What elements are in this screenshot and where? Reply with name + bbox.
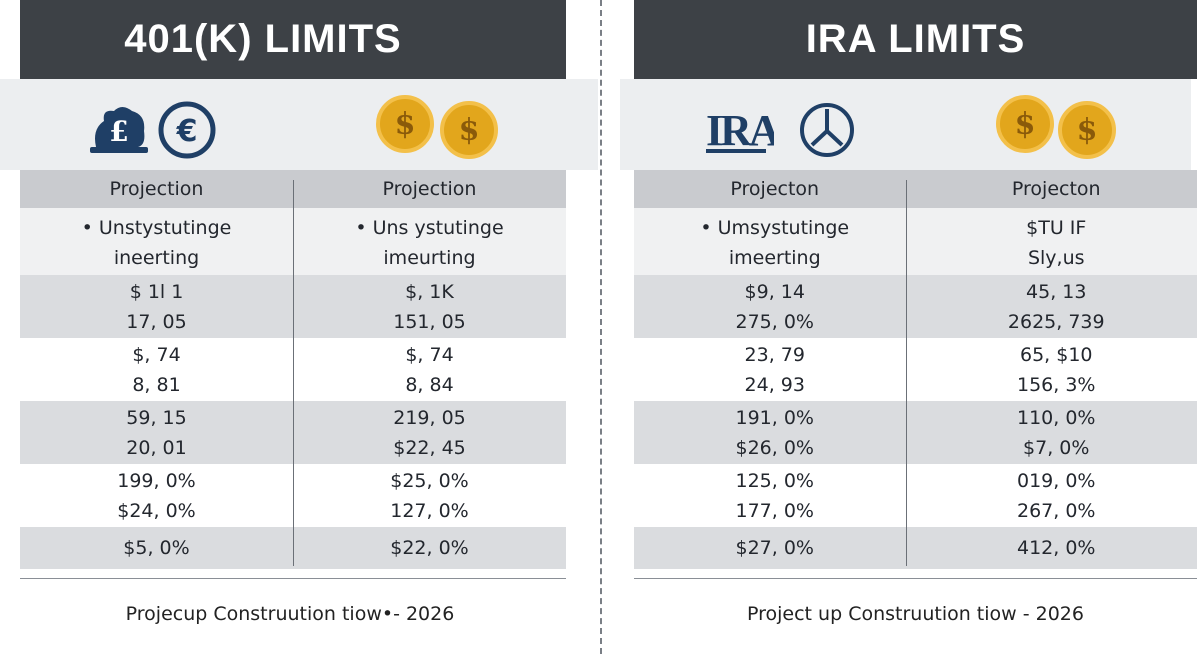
table-cell: • Uns ystutinge imeurting	[355, 217, 504, 269]
column-header: Projecton	[1011, 178, 1101, 200]
table-cell: 125, 0% 177, 0%	[735, 470, 815, 522]
table-row: 125, 0% 177, 0% 019, 0% 267, 0%	[634, 464, 1197, 527]
dollar-coin-icon: $	[1058, 101, 1116, 159]
ira-logo-icon: IRA	[706, 106, 774, 155]
panel-footer: Project up Construution tiow - 2026	[747, 603, 1084, 625]
table-cell: $TU IF Sly,us	[1026, 217, 1087, 269]
column-header: Projection	[109, 178, 204, 200]
peace-clock-icon	[800, 103, 854, 157]
icon-band: IRA $ $	[620, 79, 1191, 170]
column-divider	[293, 180, 294, 566]
table-cell: 110, 0% $7, 0%	[1017, 407, 1096, 459]
table-cell: 191, 0% $26, 0%	[735, 407, 815, 459]
panel-header: IRA LIMITS	[634, 0, 1197, 79]
dollar-coin-icon: $	[376, 95, 434, 153]
panel-ira: IRA LIMITS IRA $ $ Projecton Projecton •…	[620, 0, 1197, 625]
table-cell: 45, 13 2625, 739	[1007, 281, 1105, 333]
table-cell: • Umsystutinge imeerting	[700, 217, 850, 269]
table-cell: 65, $10 156, 3%	[1017, 344, 1096, 396]
piggy-bank-pound-icon: £	[90, 107, 148, 153]
table-cell: 59, 15 20, 01	[126, 407, 187, 459]
table-bottom-rule	[634, 578, 1197, 579]
table-cell: $5, 0%	[123, 537, 190, 559]
center-dashed-divider	[600, 0, 602, 654]
panel-title: IRA LIMITS	[805, 17, 1026, 61]
euro-coin-icon: €	[158, 101, 216, 159]
svg-text:£: £	[109, 115, 128, 148]
icon-band: £ € $ $	[0, 79, 598, 170]
table-header-row: Projecton Projecton	[634, 170, 1197, 208]
table-row: $, 74 8, 81 $, 74 8, 84	[20, 338, 566, 401]
table-bottom-rule	[20, 578, 566, 579]
table-cell: $, 1K 151, 05	[393, 281, 466, 333]
table-cell: $, 74 8, 81	[132, 344, 181, 396]
panel-footer: Projecup Construution tiow•- 2026	[125, 603, 455, 625]
column-header: Projection	[382, 178, 477, 200]
table-row: 199, 0% $24, 0% $25, 0% 127, 0%	[20, 464, 566, 527]
table-cell: $25, 0% 127, 0%	[390, 470, 469, 522]
column-header: Projecton	[730, 178, 820, 200]
table-cell: $22, 0%	[390, 537, 469, 559]
dollar-coin-icon: $	[440, 101, 498, 159]
table-cell: 019, 0% 267, 0%	[1017, 470, 1096, 522]
table-row: $9, 14 275, 0% 45, 13 2625, 739	[634, 275, 1197, 338]
table-cell: • Unstystutinge ineerting	[81, 217, 232, 269]
panel-title: 401(K) LIMITS	[124, 17, 402, 61]
svg-text:€: €	[176, 114, 198, 149]
table-cell: 412, 0%	[1017, 537, 1096, 559]
panel-401k: 401(K) LIMITS £ € $ $ Projection Project…	[0, 0, 598, 625]
table-cell: $ 1l 1 17, 05	[126, 281, 187, 333]
table-cell: $, 74 8, 84	[405, 344, 454, 396]
limits-table: Projecton Projecton • Umsystutinge imeer…	[634, 170, 1197, 569]
table-cell: 219, 05 $22, 45	[393, 407, 466, 459]
table-row: $27, 0% 412, 0%	[634, 527, 1197, 569]
table-cell: 199, 0% $24, 0%	[117, 470, 196, 522]
panel-header: 401(K) LIMITS	[20, 0, 566, 79]
table-row: 191, 0% $26, 0% 110, 0% $7, 0%	[634, 401, 1197, 464]
table-row: • Umsystutinge imeerting $TU IF Sly,us	[634, 208, 1197, 275]
table-cell: $9, 14 275, 0%	[735, 281, 815, 333]
table-cell: $27, 0%	[735, 537, 815, 559]
table-cell: 23, 79 24, 93	[744, 344, 805, 396]
column-divider	[906, 180, 907, 566]
svg-text:IRA: IRA	[706, 106, 774, 155]
table-row: 23, 79 24, 93 65, $10 156, 3%	[634, 338, 1197, 401]
dollar-coin-icon: $	[996, 95, 1054, 153]
